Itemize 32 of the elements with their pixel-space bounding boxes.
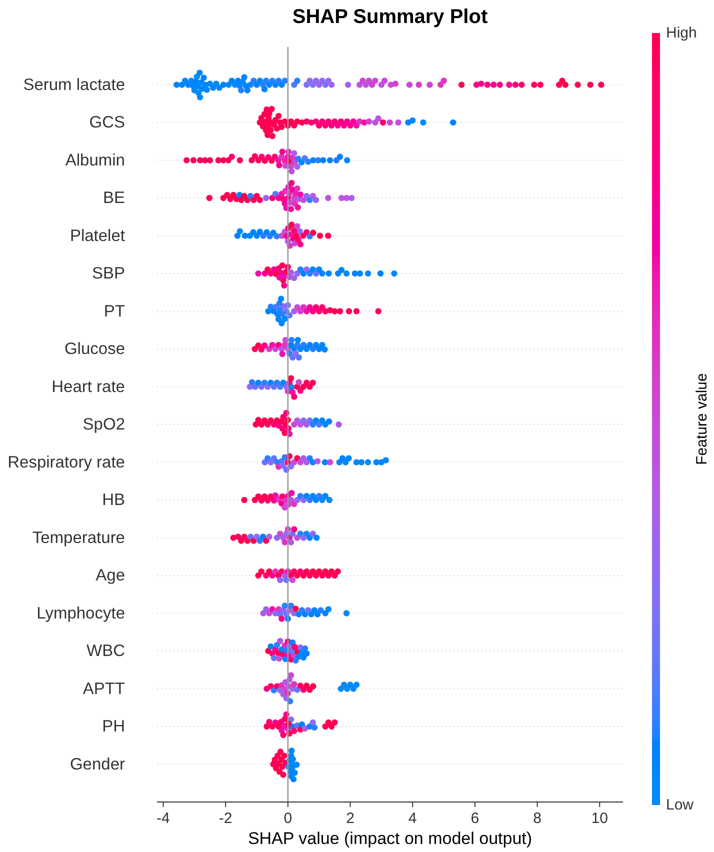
y-tick-label: GCS (89, 114, 125, 132)
y-tick-label: PH (102, 718, 125, 736)
x-tick-label: 6 (470, 810, 480, 827)
y-tick-label: Platelet (70, 226, 126, 245)
x-tick-label: 4 (408, 810, 417, 827)
chart-title: SHAP Summary Plot (292, 6, 488, 28)
y-tick-label: Gender (70, 755, 126, 774)
y-tick-label: Respiratory rate (8, 453, 125, 472)
y-tick-label: APTT (82, 680, 125, 698)
y-tick-label: PT (104, 302, 125, 320)
y-tick-label: Age (96, 566, 125, 584)
x-tick-label: -2 (218, 810, 232, 827)
y-tick-label: SBP (92, 264, 125, 282)
y-tick-label: HB (102, 491, 125, 509)
x-tick-label: 8 (533, 810, 542, 827)
y-tick-label: Serum lactate (23, 76, 125, 94)
x-tick-label: 0 (284, 810, 292, 827)
y-tick-label: BE (102, 189, 125, 207)
color-bar-title: Feature value (694, 373, 710, 465)
y-tick-label: Heart rate (52, 378, 125, 396)
y-tick-label: WBC (86, 642, 126, 660)
x-tick-label: 2 (346, 810, 354, 827)
y-tick-label: Temperature (32, 528, 125, 547)
y-tick-label: Lymphocyte (36, 604, 125, 622)
y-tick-label: SpO2 (82, 416, 125, 434)
x-tick-label: -4 (156, 810, 170, 827)
x-axis-title: SHAP value (impact on model output) (248, 829, 532, 848)
x-tick-label: 10 (591, 810, 608, 827)
y-tick-label: Albumin (65, 151, 125, 170)
color-bar-label: High (666, 24, 697, 42)
y-tick-label: Glucose (64, 340, 125, 358)
color-bar-label: Low (666, 796, 694, 814)
